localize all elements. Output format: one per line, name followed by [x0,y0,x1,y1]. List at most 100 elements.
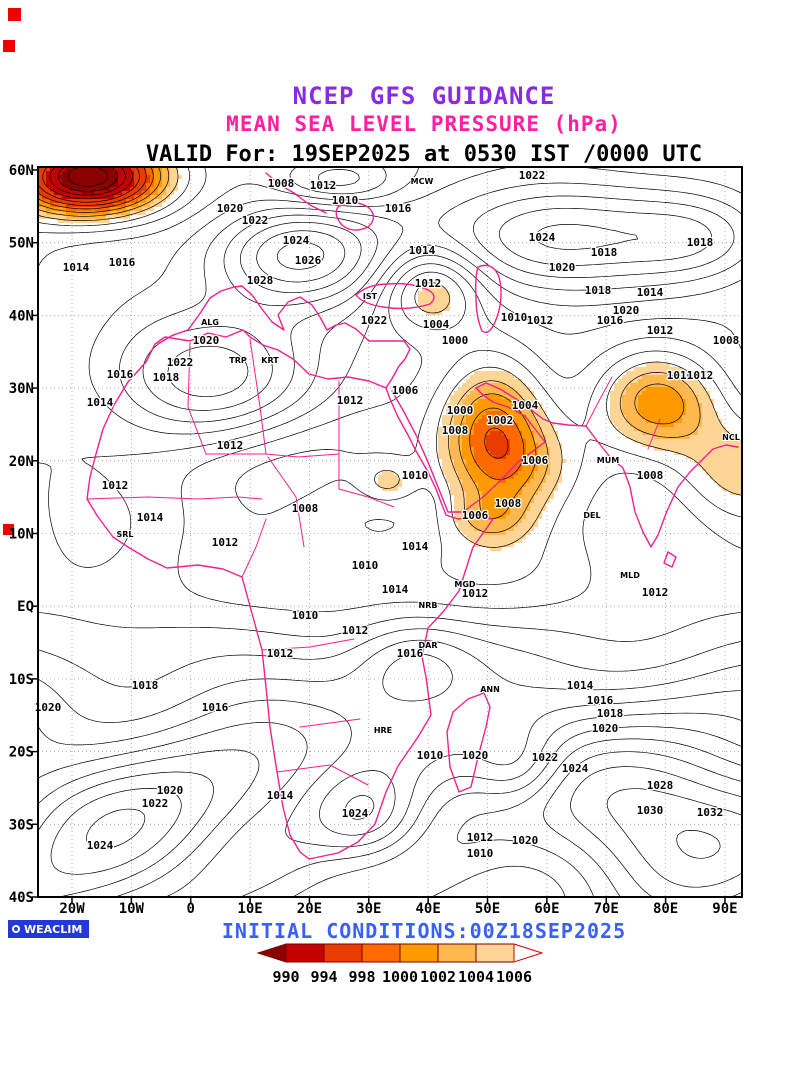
svg-text:1016: 1016 [385,202,412,215]
svg-text:1010: 1010 [332,194,359,207]
svg-text:1014: 1014 [409,244,436,257]
svg-text:10N: 10N [9,527,34,543]
svg-text:20N: 20N [9,454,34,470]
svg-text:80E: 80E [653,901,678,917]
svg-text:1030: 1030 [637,804,664,817]
svg-text:ANN: ANN [480,685,500,694]
svg-text:1026: 1026 [295,254,322,267]
svg-text:1018: 1018 [153,371,180,384]
svg-text:1012: 1012 [687,369,714,382]
country-border [299,718,361,728]
svg-text:70E: 70E [594,901,619,917]
station-code-labels: MCW IST ALG TRP KRT SRL MGD NRB DAR ANN HRE MLD MUM D… [115,176,740,736]
svg-text:HRE: HRE [374,726,392,735]
svg-text:30N: 30N [9,381,34,397]
norway-coastline [265,172,327,214]
svg-text:1016: 1016 [202,701,229,714]
svg-text:1012: 1012 [267,647,294,660]
svg-text:1022: 1022 [242,214,269,227]
svg-text:1008: 1008 [637,469,664,482]
svg-text:1022: 1022 [361,314,388,327]
svg-text:1014: 1014 [567,679,594,692]
svg-text:1020: 1020 [549,261,576,274]
svg-text:1010: 1010 [417,749,444,762]
svg-text:1022: 1022 [519,169,546,182]
svg-text:1012: 1012 [647,324,674,337]
svg-text:1014: 1014 [137,511,164,524]
red-marker-left-upper [3,40,15,52]
svg-text:MGD: MGD [454,580,476,589]
country-border [267,456,305,548]
svg-text:1012: 1012 [467,831,494,844]
svg-text:1032: 1032 [697,806,724,819]
country-border [276,764,369,786]
svg-text:NCL: NCL [722,433,740,442]
svg-text:1002: 1002 [487,414,514,427]
svg-text:1028: 1028 [247,274,274,287]
svg-text:1002: 1002 [420,968,456,986]
svg-text:1012: 1012 [217,439,244,452]
svg-text:1004: 1004 [458,968,494,986]
svg-text:1010: 1010 [501,311,528,324]
svg-text:10W: 10W [119,901,145,917]
country-border [338,488,395,508]
svg-text:MUM: MUM [597,456,619,465]
svg-text:40E: 40E [416,901,441,917]
svg-text:1018: 1018 [585,284,612,297]
svg-text:1014: 1014 [382,583,409,596]
svg-text:990: 990 [272,968,299,986]
svg-text:1022: 1022 [142,797,169,810]
svg-text:20S: 20S [9,745,34,761]
svg-text:1022: 1022 [167,356,194,369]
lat-lon-grid [38,167,742,897]
svg-text:1010: 1010 [292,609,319,622]
country-border [585,376,613,427]
logo-text: WEACLIM [24,922,83,936]
svg-text:1012: 1012 [462,587,489,600]
svg-text:1016: 1016 [109,256,136,269]
svg-text:1024: 1024 [87,839,114,852]
coastlines-and-borders [86,172,739,860]
svg-text:NRB: NRB [419,601,438,610]
country-border [647,418,661,450]
axis-ticks [32,169,726,903]
svg-text:40S: 40S [9,890,34,906]
initial-conditions-line: INITIAL CONDITIONS:00Z18SEP2025 [221,919,627,943]
svg-text:1014: 1014 [402,540,429,553]
pressure-colorbar: 990 994 998 1000 1002 1004 1006 [256,943,544,986]
svg-text:40N: 40N [9,308,34,324]
pressure-map: 1008 101210101016102010221022102410201018… [9,163,743,917]
mediterranean-europe-coastline [157,285,411,389]
country-border [205,453,340,458]
svg-text:MCW: MCW [411,177,434,186]
svg-text:50E: 50E [475,901,500,917]
svg-text:1006: 1006 [496,968,532,986]
black-sea-coastline [355,282,435,310]
chart-subtitle: MEAN SEA LEVEL PRESSURE (hPa) [226,112,622,136]
svg-text:EQ: EQ [17,599,34,615]
caspian-sea-coastline [475,264,502,334]
country-border [249,338,267,455]
svg-text:1012: 1012 [310,179,337,192]
svg-text:SRL: SRL [116,530,133,539]
svg-text:IST: IST [363,292,378,301]
svg-text:1004: 1004 [512,399,539,412]
isobar-contours [38,167,742,897]
baltic-coastline [335,201,375,231]
svg-text:1020: 1020 [193,334,220,347]
svg-text:1010: 1010 [352,559,379,572]
svg-text:1018: 1018 [597,707,624,720]
axis-labels: 20W 10W 0 10E 20E 30E 40E 50E 60E 70E 80E 90E 60N 50N… [9,163,738,917]
country-border [187,342,207,455]
svg-text:1018: 1018 [132,679,159,692]
svg-text:20E: 20E [297,901,322,917]
svg-text:1008: 1008 [713,334,740,347]
svg-text:1008: 1008 [442,424,469,437]
svg-text:1024: 1024 [283,234,310,247]
svg-text:1012: 1012 [337,394,364,407]
svg-text:1012: 1012 [642,586,669,599]
svg-text:30E: 30E [356,901,381,917]
weaclim-logo: WEACLIM [8,920,90,938]
svg-text:1020: 1020 [613,304,640,317]
logo-circle-icon [12,925,20,933]
